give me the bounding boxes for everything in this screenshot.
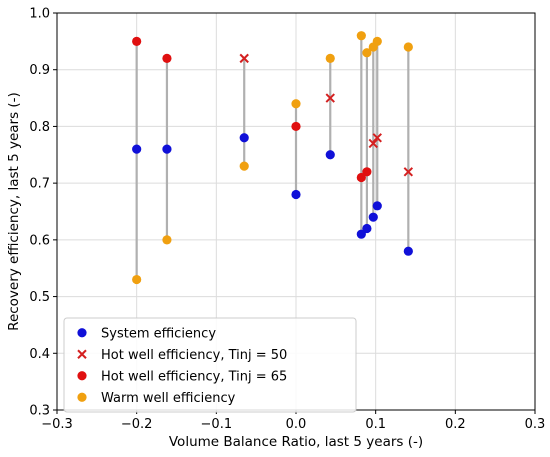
point-series-1 (239, 133, 249, 143)
data-points (132, 31, 414, 285)
y-tick-label: 0.5 (29, 290, 50, 305)
legend-label: Hot well efficiency, Tinj = 65 (101, 369, 287, 384)
legend-entries: System efficiency Hot well efficiency, Ti… (77, 326, 287, 406)
connector-lines (135, 35, 410, 280)
point-series-3 (362, 167, 372, 177)
point-series-1 (368, 212, 378, 222)
y-tick-label: 0.8 (29, 120, 50, 135)
y-tick-label: 0.4 (29, 347, 50, 362)
point-series-2 (368, 138, 378, 149)
point-series-3 (132, 36, 142, 46)
x-tick-label: 0.2 (445, 417, 466, 432)
legend-label: Warm well efficiency (101, 391, 236, 406)
marker-stroke (368, 138, 378, 149)
point-series-3 (162, 53, 172, 63)
x-axis-label: Volume Balance Ratio, last 5 years (-) (169, 434, 423, 450)
point-series-4 (132, 274, 142, 285)
point-series-4 (162, 235, 172, 245)
legend-box (63, 317, 357, 413)
axis-ticks: −0.3 −0.2 −0.1 0.0 0.1 0.2 0.3 0.3 0.4 0.5 0.6 0.7 0… (29, 7, 545, 433)
x-tick-label: −0.2 (121, 417, 153, 432)
point-series-4 (325, 53, 335, 63)
point-series-2 (325, 93, 335, 103)
point-series-1 (325, 150, 335, 160)
marker-stroke (325, 93, 335, 103)
x-tick-label: −0.3 (41, 417, 73, 432)
marker-stroke (77, 349, 87, 359)
marker-stroke (372, 133, 382, 143)
y-tick-label: 0.9 (29, 63, 50, 78)
point-series-1 (403, 246, 413, 256)
point-series-1 (291, 189, 301, 200)
point-series-2 (239, 53, 249, 64)
y-tick-label: 0.3 (29, 404, 50, 419)
point-series-2 (403, 167, 414, 177)
x-tick-label: 0.0 (286, 417, 307, 432)
point-series-1 (356, 229, 366, 239)
legend-marker (77, 328, 87, 338)
point-series-4 (356, 31, 366, 41)
legend-marker (77, 392, 87, 402)
x-tick-label: −0.1 (201, 417, 233, 432)
marker-stroke (403, 167, 414, 177)
legend-marker (77, 349, 87, 359)
point-series-4 (372, 36, 382, 46)
x-tick-label: 0.1 (365, 417, 386, 432)
legend: System efficiency Hot well efficiency, Ti… (63, 317, 357, 413)
point-series-1 (162, 144, 172, 154)
point-series-1 (132, 144, 142, 154)
legend-label: System efficiency (101, 326, 216, 341)
point-series-1 (372, 201, 382, 211)
point-series-4 (239, 161, 249, 171)
y-axis-label: Recovery efficiency, last 5 years (-) (6, 92, 22, 331)
legend-marker (77, 371, 87, 381)
y-tick-label: 0.6 (29, 233, 50, 248)
y-tick-label: 1.0 (29, 7, 50, 22)
point-series-4 (291, 99, 301, 109)
point-series-3 (291, 121, 301, 132)
point-series-1 (362, 223, 372, 234)
marker-stroke (239, 53, 249, 64)
point-series-2 (372, 133, 382, 143)
y-tick-label: 0.7 (29, 177, 50, 192)
legend-label: Hot well efficiency, Tinj = 50 (101, 348, 287, 363)
point-series-3 (356, 172, 366, 183)
point-series-4 (362, 48, 372, 58)
x-tick-label: 0.3 (525, 417, 546, 432)
point-series-4 (403, 42, 413, 52)
